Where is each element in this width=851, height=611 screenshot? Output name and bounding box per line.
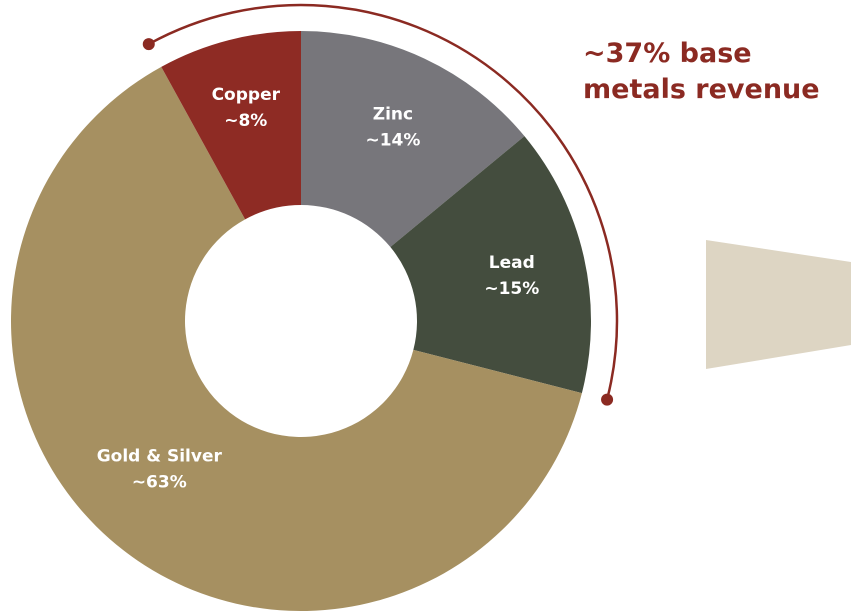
- slice-value-zinc: ~14%: [365, 131, 420, 151]
- bracket-end-dot: [601, 393, 614, 406]
- slice-value-lead: ~15%: [484, 279, 539, 299]
- slice-value-copper: ~8%: [224, 111, 267, 131]
- slice-value-gold-and-silver: ~63%: [132, 473, 187, 493]
- slice-label-zinc: Zinc: [373, 105, 413, 125]
- slice-zinc: [301, 31, 525, 248]
- bracket-start-dot: [142, 38, 155, 51]
- base-metals-bracket-arc: [148, 3, 619, 400]
- slice-gold-and-silver: [11, 66, 582, 611]
- base-metals-callout: ~37% base metals revenue: [583, 36, 820, 108]
- slice-lead: [390, 136, 591, 394]
- slice-label-gold-and-silver: Gold & Silver: [97, 447, 223, 467]
- slice-label-lead: Lead: [489, 253, 535, 273]
- slice-label-copper: Copper: [212, 85, 281, 105]
- callout-line-2: metals revenue: [583, 74, 820, 105]
- callout-line-1: ~37% base: [583, 38, 752, 69]
- arrow-shape: [706, 240, 851, 369]
- slice-copper: [161, 31, 301, 220]
